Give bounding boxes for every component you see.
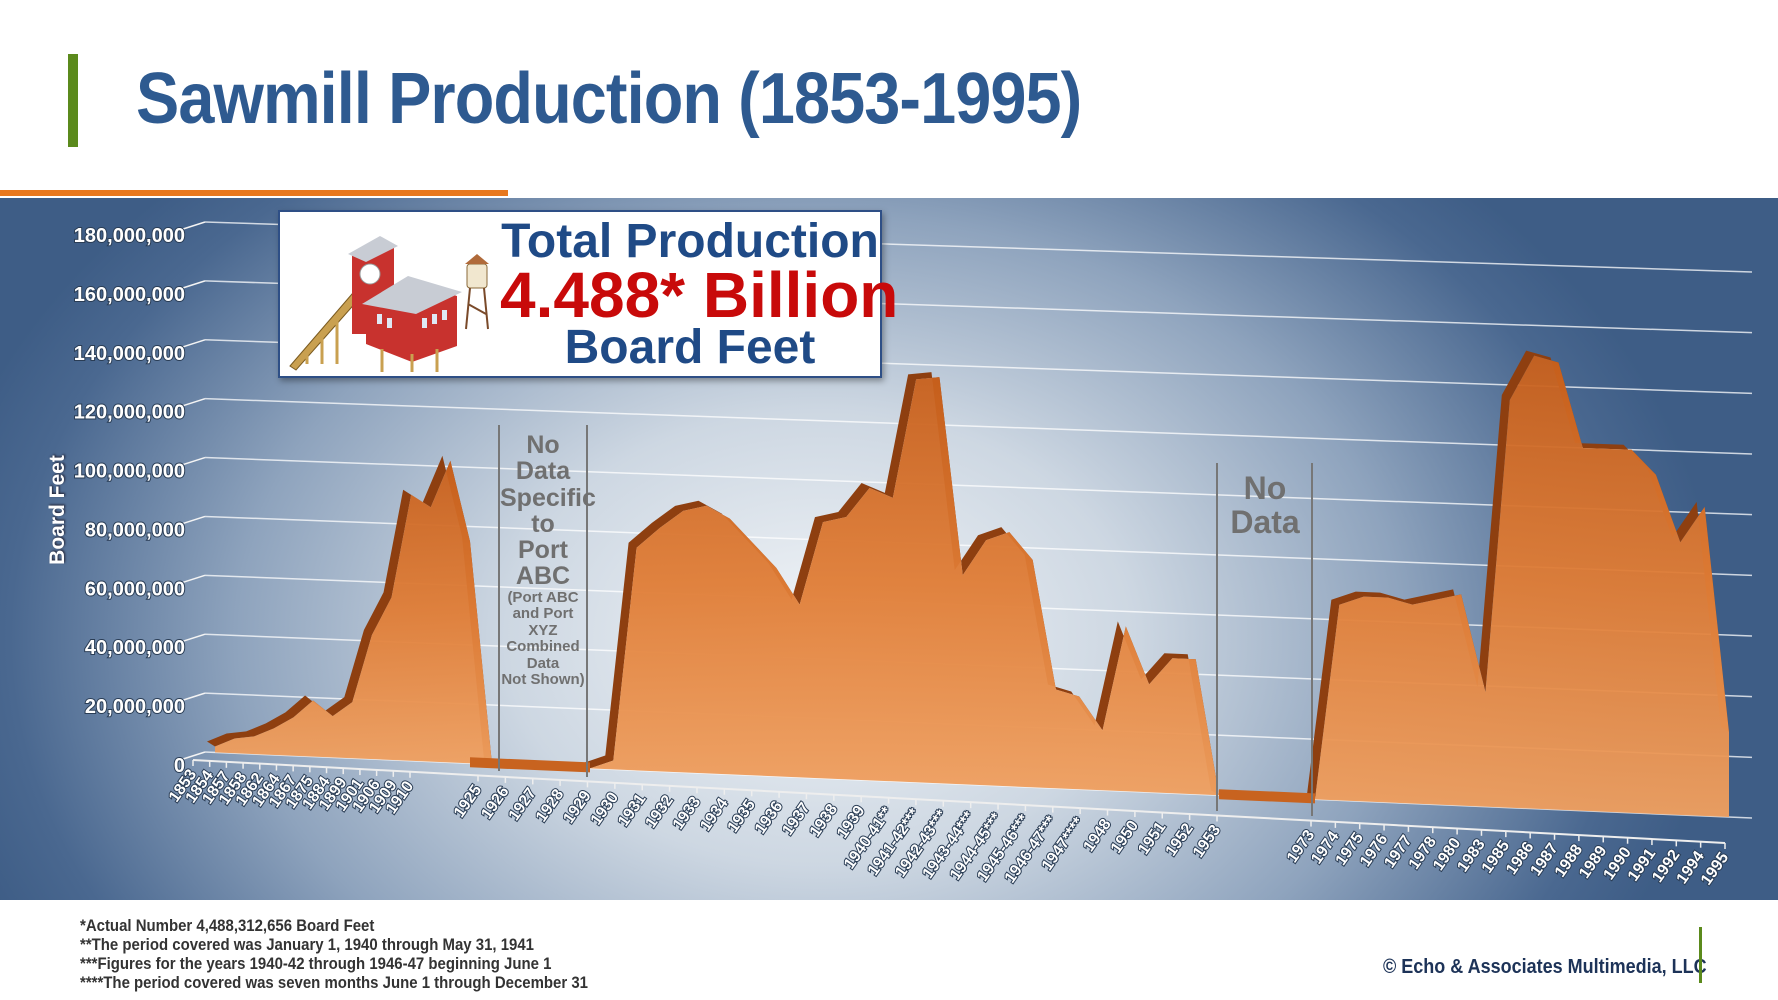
no-data-annotation-port-abc: No Data Specific to Port ABC (Port ABC a… xyxy=(500,431,596,689)
orange-divider xyxy=(0,190,508,196)
title-accent-bar xyxy=(68,54,78,147)
gridline-stub xyxy=(179,692,206,702)
gridline xyxy=(204,397,1753,455)
footnote: **The period covered was January 1, 1940… xyxy=(80,935,534,954)
gridline-stub xyxy=(179,280,206,290)
footnote: ***Figures for the years 1940-42 through… xyxy=(80,954,552,973)
gridline-stub xyxy=(179,339,206,349)
page-title: Sawmill Production (1853-1995) xyxy=(136,59,1082,139)
gridline-stub xyxy=(179,751,206,761)
annotation-line: ABC xyxy=(515,562,571,591)
copyright: © Echo & Associates Multimedia, LLC xyxy=(1383,956,1707,978)
total-production-value: 4.488* Billion xyxy=(500,259,899,331)
y-tick-label: 20,000,000 xyxy=(85,696,185,718)
footnote: *Actual Number 4,488,312,656 Board Feet xyxy=(80,916,375,935)
gridline-stub xyxy=(179,221,206,231)
annotation-line: Not Shown) xyxy=(501,671,585,688)
total-production-unit: Board Feet xyxy=(564,321,816,374)
footnotes: *Actual Number 4,488,312,656 Board Feet … xyxy=(80,916,588,992)
area-chart: 0 20,000,000 40,000,000 60,000,000 80,000,00… xyxy=(73,221,1753,889)
area-top-edge xyxy=(582,372,1219,796)
annotation-line: Port xyxy=(518,536,568,564)
annotation-line: No xyxy=(1243,470,1287,506)
gridline-stub xyxy=(179,633,206,643)
annotation-line: and Port XYZ xyxy=(512,605,574,639)
y-tick-label: 160,000,000 xyxy=(74,284,185,306)
zero-floor xyxy=(1219,789,1315,804)
annotation-line: Combined xyxy=(506,638,580,655)
annotation-line: No Data xyxy=(515,431,571,486)
y-axis-title: Board Feet xyxy=(46,455,69,565)
x-tick-label: 1953 xyxy=(1190,822,1224,861)
footer-accent-bar xyxy=(1699,927,1702,983)
area-top-edge xyxy=(207,455,492,765)
gridline-stub xyxy=(179,574,206,585)
annotation-line: Data xyxy=(526,654,560,672)
y-tick-label: 180,000,000 xyxy=(74,225,185,247)
x-axis-line xyxy=(192,759,1726,844)
gridline-stub xyxy=(179,456,206,467)
y-tick-label: 0 xyxy=(174,755,185,777)
area-series-segment xyxy=(1315,355,1729,818)
footnote: ****The period covered was seven months … xyxy=(80,973,588,992)
y-tick-label: 40,000,000 xyxy=(85,637,185,659)
annotation-line: (Port ABC xyxy=(507,588,579,606)
gridline-stub xyxy=(179,397,206,408)
y-tick-label: 60,000,000 xyxy=(85,578,185,600)
y-tick-label: 100,000,000 xyxy=(74,461,185,483)
total-production-label: Total Production xyxy=(501,215,879,268)
area-series-segment xyxy=(590,377,1219,796)
y-tick-label: 120,000,000 xyxy=(74,402,185,424)
annotation-line: Data xyxy=(1230,503,1300,540)
total-production-box: Total Production 4.488* Billion Board Fe… xyxy=(278,210,899,378)
annotation-line: Specific xyxy=(500,483,596,512)
no-data-annotation: No Data xyxy=(1218,470,1312,540)
y-tick-label: 140,000,000 xyxy=(74,343,185,365)
annotation-line: to xyxy=(531,509,555,538)
area-series-segment xyxy=(215,460,492,765)
y-tick-label: 80,000,000 xyxy=(85,519,185,541)
zero-floor xyxy=(470,757,590,773)
gridline-stub xyxy=(179,515,206,526)
chart-panel: 0 20,000,000 40,000,000 60,000,000 80,000,00… xyxy=(0,198,1778,900)
sawmill-illustration-icon xyxy=(289,236,489,372)
